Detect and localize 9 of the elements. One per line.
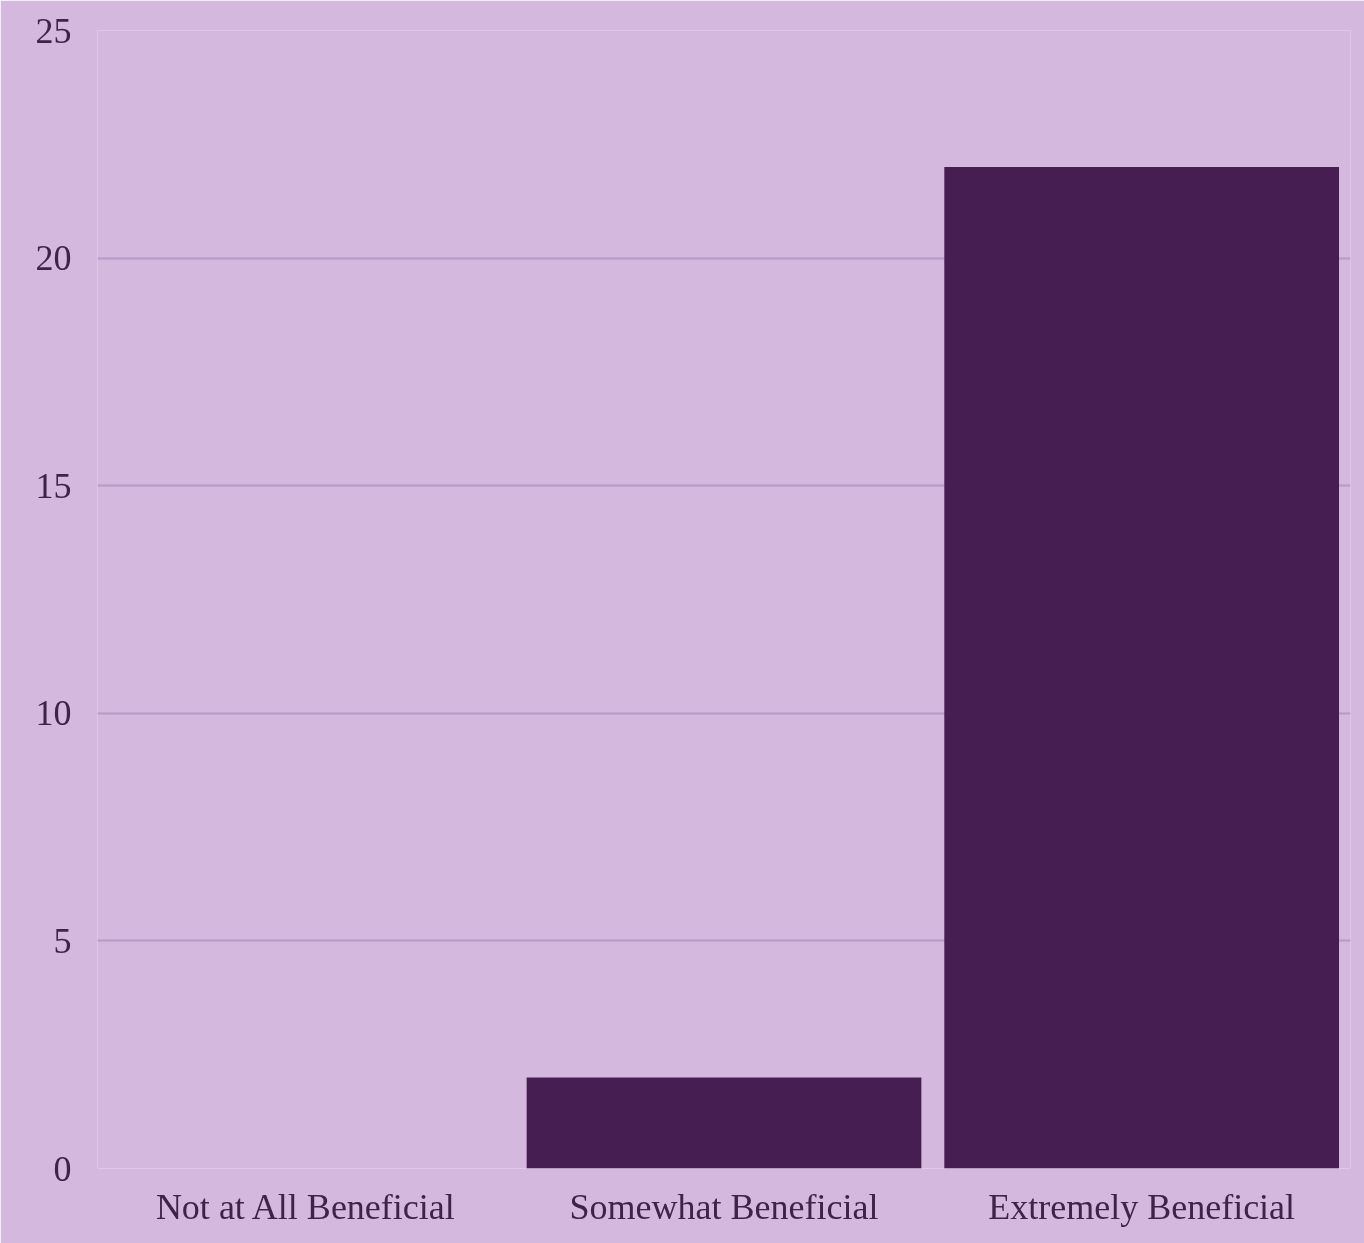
x-tick-label: Not at All Beneficial [155, 1186, 455, 1227]
y-tick-label: 15 [35, 465, 72, 506]
y-tick-label: 5 [53, 920, 72, 961]
x-tick-label: Somewhat Beneficial [569, 1186, 879, 1227]
y-tick-label: 0 [53, 1148, 72, 1189]
y-tick-label: 20 [35, 238, 72, 279]
y-tick-label: 10 [35, 693, 72, 734]
x-tick-label: Extremely Beneficial [988, 1186, 1296, 1227]
y-tick-label: 25 [35, 10, 72, 51]
